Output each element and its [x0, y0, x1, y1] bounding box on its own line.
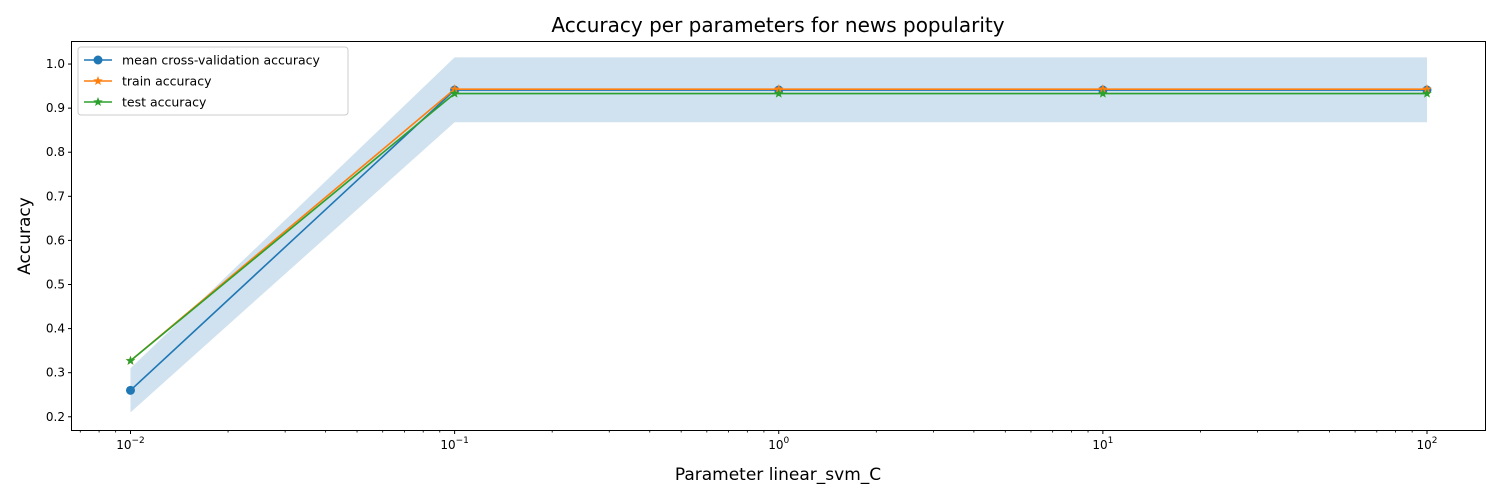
x-tick-label-0: 10−2: [116, 436, 145, 452]
y-tick-label-1: 0.3: [46, 366, 65, 380]
legend-label-0: mean cross-validation accuracy: [122, 53, 321, 68]
y-tick-label-8: 1.0: [46, 57, 65, 71]
y-tick-label-0: 0.2: [46, 410, 65, 424]
legend-marker-0: [93, 55, 103, 65]
legend-label-2: test accuracy: [122, 95, 207, 110]
y-tick-label-2: 0.4: [46, 322, 65, 336]
y-tick-label-4: 0.6: [46, 233, 65, 247]
y-tick-label-5: 0.7: [46, 189, 65, 203]
x-tick-label-4: 102: [1416, 436, 1437, 452]
plot-area: [125, 57, 1432, 413]
series-2-point-2: [773, 88, 784, 98]
y-tick-label-6: 0.8: [46, 145, 65, 159]
series-2-point-1: [449, 88, 460, 98]
x-tick-label-2: 100: [768, 436, 789, 452]
y-tick-label-7: 0.9: [46, 101, 65, 115]
legend-marker-1: [93, 76, 103, 86]
legend-box: [77, 46, 349, 116]
x-tick-label-3: 101: [1092, 436, 1113, 452]
series-0-point-0: [125, 385, 135, 395]
y-tick-label-3: 0.5: [46, 278, 65, 292]
axes: 0.2 0.3 0.4 0.5 0.6 0.7 0.8 0.9 1.0 10−2 10−1 100 10…: [46, 57, 1438, 452]
series-2-point-3: [1098, 88, 1108, 98]
legend-marker-2: [93, 97, 103, 107]
chart-title: Accuracy per parameters for news popular…: [551, 13, 1004, 37]
x-tick-label-1: 10−1: [440, 436, 469, 452]
legend-label-1: train accuracy: [122, 74, 212, 89]
x-axis-title: Parameter linear_svm_C: [675, 465, 881, 485]
series-2-point-4: [1422, 88, 1432, 98]
y-axis-title: Accuracy: [15, 197, 35, 275]
series-line-0: [129, 89, 1427, 391]
series-2-point-0: [125, 355, 136, 365]
legend: mean cross-validation accuracy train accu…: [77, 46, 349, 116]
